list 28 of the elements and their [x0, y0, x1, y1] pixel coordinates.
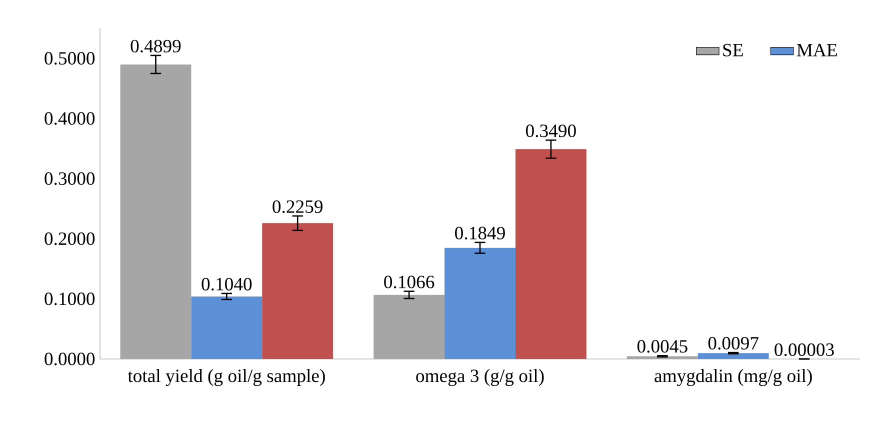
data-label: 0.0045	[637, 340, 688, 353]
bar	[515, 149, 586, 359]
y-tick-label: 0.0000	[44, 352, 95, 366]
bar	[626, 356, 698, 359]
x-tick-label: omega 3 (g/g oil)	[416, 369, 544, 386]
bar	[374, 294, 445, 359]
y-tick-label: 0.5000	[44, 52, 95, 65]
y-tick-label: 0.1000	[44, 292, 95, 306]
y-tick-label: 0.2000	[44, 232, 95, 246]
data-label: 0.1066	[384, 276, 434, 288]
bar	[191, 296, 262, 359]
y-tick-label: 0.3000	[44, 172, 95, 185]
data-label: 0.1040	[202, 278, 252, 291]
legend-label: MAE	[796, 44, 837, 56]
data-label: 0.2259	[272, 200, 323, 214]
legend-label: SE	[723, 44, 743, 56]
y-tick-label: 0.4000	[44, 112, 95, 125]
x-tick-label: amygdalin (mg/g oil)	[654, 369, 812, 386]
data-label: 0.0097	[708, 336, 758, 350]
data-label: 0.3490	[526, 124, 576, 138]
bar	[698, 353, 769, 359]
bar	[120, 64, 192, 359]
data-label: 0.1849	[455, 226, 505, 240]
bar	[444, 248, 516, 359]
data-label: 0.00003	[774, 343, 834, 356]
data-label: 0.4899	[130, 40, 181, 53]
x-tick-label: total yield (g oil/g sample)	[128, 369, 325, 386]
bar	[262, 223, 334, 359]
